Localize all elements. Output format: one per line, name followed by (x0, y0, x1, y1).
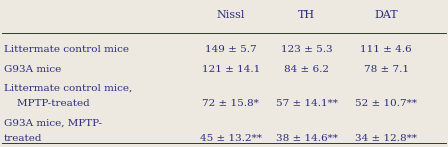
Text: 149 ± 5.7: 149 ± 5.7 (205, 45, 257, 55)
Text: 52 ± 10.7**: 52 ± 10.7** (355, 99, 417, 108)
Text: 121 ± 14.1: 121 ± 14.1 (202, 65, 260, 74)
Text: Littermate control mice,: Littermate control mice, (4, 84, 132, 93)
Text: 84 ± 6.2: 84 ± 6.2 (284, 65, 329, 74)
Text: DAT: DAT (375, 10, 398, 20)
Text: 78 ± 7.1: 78 ± 7.1 (364, 65, 409, 74)
Text: 72 ± 15.8*: 72 ± 15.8* (202, 99, 259, 108)
Text: 34 ± 12.8**: 34 ± 12.8** (355, 134, 417, 143)
Text: 45 ± 13.2**: 45 ± 13.2** (200, 134, 262, 143)
Text: Nissl: Nissl (216, 10, 245, 20)
Text: 123 ± 5.3: 123 ± 5.3 (281, 45, 333, 55)
Text: G93A mice, MPTP-: G93A mice, MPTP- (4, 118, 102, 127)
Text: Littermate control mice: Littermate control mice (4, 45, 129, 55)
Text: 57 ± 14.1**: 57 ± 14.1** (276, 99, 338, 108)
Text: G93A mice: G93A mice (4, 65, 61, 74)
Text: TH: TH (298, 10, 315, 20)
Text: treated: treated (4, 134, 42, 143)
Text: 38 ± 14.6**: 38 ± 14.6** (276, 134, 338, 143)
Text: MPTP-treated: MPTP-treated (4, 99, 89, 108)
Text: 111 ± 4.6: 111 ± 4.6 (360, 45, 412, 55)
